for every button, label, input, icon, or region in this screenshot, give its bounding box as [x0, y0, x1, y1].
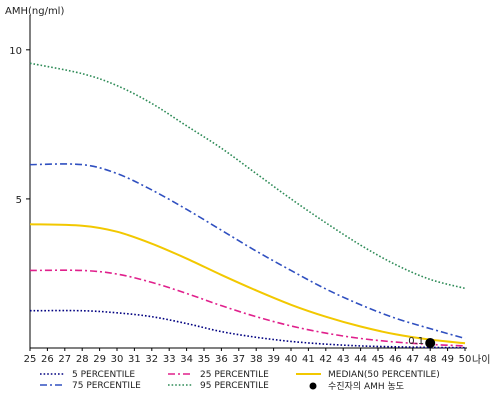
- x-tick-label: 44: [354, 354, 367, 365]
- marker-layer: 0.1: [408, 336, 436, 349]
- x-tick-label: 26: [41, 354, 54, 365]
- x-tick-label: 48: [424, 354, 437, 365]
- x-tick-label: 37: [232, 354, 245, 365]
- x-tick-label: 49: [441, 354, 454, 365]
- patient-amh-point: [425, 338, 436, 349]
- legend-label-patient-amh: 수진자의 AMH 농도: [328, 381, 404, 392]
- series-line-median-50-percentile: [29, 223, 466, 345]
- legend-label-95-percentile: 95 PERCENTILE: [200, 381, 269, 391]
- x-tick-label: 42: [319, 354, 332, 365]
- x-tick-label: 39: [267, 354, 280, 365]
- x-tick-label: 31: [128, 354, 141, 365]
- series-line-5-percentile: [29, 309, 466, 349]
- x-tick-label: 46: [389, 354, 402, 365]
- x-tick-label: 32: [145, 354, 158, 365]
- x-tick-label: 36: [215, 354, 228, 365]
- axes: 5 10 25 26 27 28 29 30 31 32 33 34 35 36 37 38 39 40 41 42 4…: [9, 15, 471, 365]
- legend-label-5-percentile: 5 PERCENTILE: [72, 370, 135, 380]
- series-layer: [29, 62, 466, 349]
- legend-swatch-patient-amh: [309, 382, 317, 390]
- x-tick-label: 29: [93, 354, 106, 365]
- legend-label-25-percentile: 25 PERCENTILE: [200, 370, 269, 380]
- x-tick-label: 41: [302, 354, 315, 365]
- y-tick-label: 10: [9, 46, 22, 57]
- x-tick-label: 28: [76, 354, 89, 365]
- legend-label-median-50-percentile: MEDIAN(50 PERCENTILE): [328, 370, 440, 380]
- x-tick-label: 47: [406, 354, 419, 365]
- x-tick-label: 50: [459, 354, 472, 365]
- patient-amh-value-label: 0.1: [408, 336, 424, 347]
- x-tick-label: 30: [111, 354, 124, 365]
- legend: 5 PERCENTILE 25 PERCENTILE MEDIAN(50 PERCE…: [40, 370, 440, 392]
- x-tick-label: 43: [337, 354, 350, 365]
- x-tick-label: 45: [372, 354, 385, 365]
- x-tick-label: 40: [285, 354, 298, 365]
- x-tick-label: 27: [58, 354, 71, 365]
- x-tick-label: 33: [163, 354, 176, 365]
- y-tick-label: 5: [16, 195, 22, 206]
- legend-label-75-percentile: 75 PERCENTILE: [72, 381, 141, 391]
- x-tick-label: 38: [250, 354, 263, 365]
- series-line-75-percentile: [29, 163, 466, 340]
- x-tick-label: 25: [24, 354, 37, 365]
- series-line-95-percentile: [29, 62, 466, 290]
- x-axis-label: 나이: [472, 354, 490, 366]
- y-axis-label: AMH(ng/ml): [5, 6, 64, 17]
- x-tick-label: 35: [198, 354, 211, 365]
- x-tick-label: 34: [180, 354, 193, 365]
